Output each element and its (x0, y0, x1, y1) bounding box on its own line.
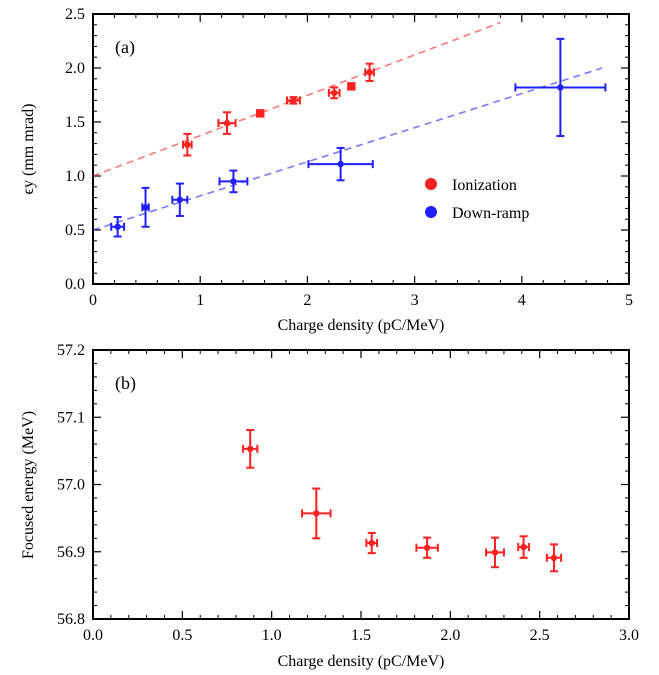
y-tick-label: 0.0 (65, 276, 85, 293)
data-point-down-ramp (141, 186, 150, 228)
data-point-ionization (256, 109, 265, 118)
panel-label-b: (b) (115, 373, 136, 394)
y-tick-label: 56.9 (57, 544, 85, 561)
x-tick-label: 2 (303, 292, 311, 309)
marker (331, 89, 338, 97)
legend-marker-down-ramp (425, 206, 437, 218)
marker (114, 223, 121, 230)
marker (313, 510, 320, 517)
x-tick-label: 5 (625, 292, 633, 309)
marker (368, 539, 375, 547)
plot-frame-b (92, 349, 630, 620)
data-points-b (242, 429, 563, 573)
x-tick-label: 1.5 (351, 627, 371, 644)
y-tick-label: 2.5 (65, 6, 85, 23)
x-tick-label: 3.0 (619, 627, 639, 644)
x-axis-title-a: Charge density (pC/MeV) (278, 317, 445, 334)
marker (550, 554, 558, 562)
data-points-a (110, 37, 607, 238)
marker (142, 204, 149, 211)
legend-marker-ionization (425, 178, 437, 190)
x-tick-label: 0 (89, 292, 97, 309)
y-tick-label: 0.5 (65, 222, 85, 239)
marker (290, 97, 297, 104)
marker (257, 110, 264, 117)
legend-label-ionization: Ionization (452, 177, 517, 194)
x-tick-label: 4 (518, 292, 526, 309)
ticks-a: 0 1 2 3 4 5 0.0 0.5 1.0 1.5 2.0 2.5 (65, 6, 633, 309)
marker (184, 141, 191, 148)
y-tick-label: 1.5 (65, 114, 85, 131)
fit-line-down-ramp (92, 67, 603, 231)
panel-label-a: (a) (115, 37, 135, 58)
data-point-ionization (182, 132, 193, 157)
y-axis-title-b: Focused energy (MeV) (20, 411, 37, 559)
x-tick-label: 1 (196, 292, 204, 309)
fit-line-ionization (92, 21, 501, 177)
marker (557, 84, 564, 91)
marker (223, 119, 231, 127)
data-point-focused-energy (415, 536, 439, 559)
x-tick-label: 3 (411, 292, 419, 309)
data-point-down-ramp (307, 146, 374, 182)
legend-label-down-ramp: Down-ramp (452, 205, 529, 222)
y-tick-label: 1.0 (65, 168, 85, 185)
fit-lines-a (92, 21, 603, 231)
data-point-focused-energy (301, 487, 332, 540)
data-point-focused-energy (485, 536, 505, 569)
data-point-ionization (364, 62, 375, 82)
data-point-ionization (347, 82, 356, 91)
marker (491, 549, 499, 556)
marker (520, 543, 527, 551)
data-point-focused-energy (242, 429, 259, 469)
data-point-focused-energy (517, 535, 530, 559)
data-point-ionization (286, 96, 301, 105)
panel-b: 0.0 0.5 1.0 1.5 2.0 2.5 3.0 56.8 56.9 57.0 57.1 57.… (20, 342, 639, 670)
marker (247, 445, 254, 453)
x-tick-label: 0.0 (83, 627, 103, 644)
y-axis-title-a: ϵy (mm mrad) (20, 104, 37, 195)
marker (348, 83, 355, 90)
marker (366, 69, 373, 76)
x-tick-label: 2.5 (530, 627, 550, 644)
data-point-focused-energy (545, 543, 563, 573)
marker (423, 544, 431, 551)
data-point-down-ramp (218, 169, 249, 194)
y-tick-label: 57.0 (57, 477, 85, 494)
marker (337, 160, 344, 168)
marker (176, 196, 184, 203)
x-tick-label: 0.5 (172, 627, 192, 644)
data-point-down-ramp (514, 37, 607, 138)
x-tick-label: 1.0 (262, 627, 282, 644)
y-tick-label: 57.2 (57, 342, 85, 359)
plot-frame-a (92, 13, 630, 285)
y-tick-label: 56.8 (57, 611, 85, 628)
legend: Ionization Down-ramp (425, 177, 529, 222)
x-axis-title-b: Charge density (pC/MeV) (278, 653, 445, 670)
x-tick-label: 2.0 (440, 627, 460, 644)
data-point-down-ramp (171, 182, 189, 217)
ticks-b: 0.0 0.5 1.0 1.5 2.0 2.5 3.0 56.8 56.9 57.0 57.1 57.… (57, 342, 639, 644)
y-tick-label: 2.0 (65, 60, 85, 77)
panel-a: 0 1 2 3 4 5 0.0 0.5 1.0 1.5 2.0 2.5 (a) Charge dens… (20, 6, 633, 334)
data-point-ionization (217, 111, 237, 135)
data-point-down-ramp (110, 216, 126, 238)
marker (230, 178, 237, 185)
data-point-focused-energy (365, 531, 379, 555)
data-point-ionization (327, 86, 341, 100)
y-tick-label: 57.1 (57, 409, 85, 426)
